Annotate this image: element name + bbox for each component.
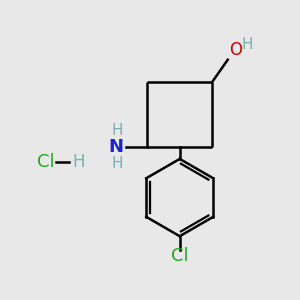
Text: N: N	[109, 138, 124, 156]
Text: H: H	[112, 156, 123, 171]
Text: Cl: Cl	[171, 247, 188, 265]
Text: H: H	[112, 123, 123, 138]
Text: O: O	[229, 41, 242, 59]
Text: H: H	[241, 37, 253, 52]
Text: Cl: Cl	[37, 153, 55, 171]
Text: H: H	[73, 153, 85, 171]
